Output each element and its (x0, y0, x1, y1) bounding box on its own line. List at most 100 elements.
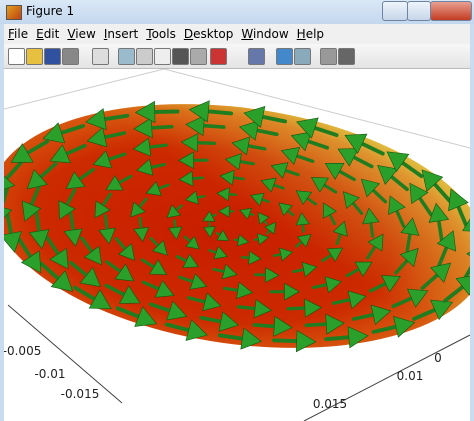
menu-item[interactable]: Edit (36, 27, 60, 41)
arrow-head (63, 228, 83, 247)
arrow-head (92, 150, 113, 169)
arrow-head (133, 226, 149, 243)
arrow-head (257, 212, 270, 225)
arrow-head (178, 151, 194, 170)
arrow-head (136, 158, 154, 176)
arrow-head (98, 227, 116, 245)
arrow-head (264, 221, 277, 235)
arrow-head (344, 133, 368, 154)
arrow-head (4, 175, 16, 190)
arrow-head (185, 319, 208, 341)
arrow-head (4, 207, 13, 218)
toolbar-button[interactable] (8, 48, 25, 65)
arrow-head (166, 300, 188, 321)
arrow-head (324, 163, 345, 180)
arrow-head (134, 306, 158, 327)
arrow-head (347, 326, 369, 349)
arrow-head (310, 177, 329, 193)
title-bar: Figure 1 (0, 0, 474, 24)
close-button[interactable] (430, 1, 472, 21)
menu-item[interactable]: Desktop (183, 27, 234, 41)
arrow-head (273, 315, 293, 337)
arrow-head (393, 315, 416, 338)
arrow-head (219, 169, 235, 186)
arrow-head (237, 234, 250, 247)
menu-item[interactable]: Tools (146, 27, 176, 41)
toolbar-button[interactable] (62, 48, 79, 65)
toolbar-button[interactable] (44, 48, 61, 65)
arrow-head (270, 162, 289, 179)
window-icon (6, 5, 22, 20)
arrow-head (448, 188, 469, 212)
arrow-head (337, 148, 359, 167)
toolbar-button[interactable] (118, 48, 135, 65)
arrow-head (428, 202, 450, 223)
arrow-head (297, 233, 312, 248)
arrow-shaft (4, 183, 11, 206)
arrow-head (154, 280, 175, 298)
arrow-head (324, 276, 342, 294)
menu-item[interactable]: Insert (103, 27, 139, 41)
plot-area: -0.005 -0.01 -0.015 0 0.01 0.015 (4, 69, 470, 421)
menu-item[interactable]: Window (241, 27, 289, 41)
arrow-head (386, 151, 410, 173)
arrow-head (118, 243, 136, 261)
toolbar-button[interactable] (276, 48, 293, 65)
axes-box (4, 69, 470, 149)
menu-item[interactable]: View (67, 27, 96, 41)
arrow-head (178, 170, 194, 187)
arrow-head (280, 146, 301, 166)
toolbar-button[interactable] (26, 48, 43, 65)
arrow-head (105, 174, 124, 191)
arrow-head (296, 117, 319, 139)
arrow-head (130, 201, 146, 218)
maximize-button[interactable] (407, 1, 431, 21)
arrow-head (65, 171, 86, 190)
arrow-head (278, 202, 293, 217)
arrow-head (301, 261, 318, 278)
minimize-button[interactable] (382, 1, 408, 21)
arrow-head (279, 247, 294, 262)
arrow-head (79, 266, 101, 287)
arrow-head (377, 165, 399, 186)
arrow-head (221, 263, 238, 280)
toolbar-button[interactable] (210, 48, 227, 65)
arrow-head (135, 100, 156, 124)
arrow-shaft (462, 265, 470, 281)
arrow-head (409, 182, 429, 205)
toolbar-button[interactable] (172, 48, 189, 65)
toolbar-button[interactable] (320, 48, 337, 65)
toolbar-button[interactable] (136, 48, 153, 65)
arrow-head (185, 115, 205, 137)
arrow-head (188, 100, 210, 123)
toolbar-button[interactable] (190, 48, 207, 65)
arrow-head (168, 226, 183, 240)
toolbar-button[interactable] (154, 48, 171, 65)
arrow-head (250, 192, 265, 207)
arrow-head (370, 304, 392, 325)
toolbar-button[interactable] (294, 48, 311, 65)
arrow-head (216, 229, 230, 242)
toolbar-button[interactable] (338, 48, 355, 65)
arrow-head (342, 191, 360, 209)
arrow-head (86, 127, 108, 148)
arrow-head (202, 210, 216, 222)
menu-item[interactable]: File (8, 27, 29, 41)
arrow-head (185, 235, 200, 250)
toolbar-button[interactable] (248, 48, 265, 65)
arrow-head (332, 220, 348, 237)
arrow-head (203, 226, 216, 238)
window-title: Figure 1 (26, 4, 75, 18)
arrow-head (421, 169, 444, 192)
arrow-head (49, 144, 72, 164)
arrow-head (248, 250, 262, 265)
menu-item[interactable]: Help (296, 27, 325, 41)
arrow-head (202, 292, 222, 312)
arrow-head (83, 245, 102, 266)
arrow-head (28, 229, 50, 250)
arrow-head (94, 200, 111, 219)
toolbar-button[interactable] (92, 48, 109, 65)
arrow-head (184, 190, 199, 205)
arrow-head (326, 247, 344, 262)
toolbar (4, 44, 470, 69)
